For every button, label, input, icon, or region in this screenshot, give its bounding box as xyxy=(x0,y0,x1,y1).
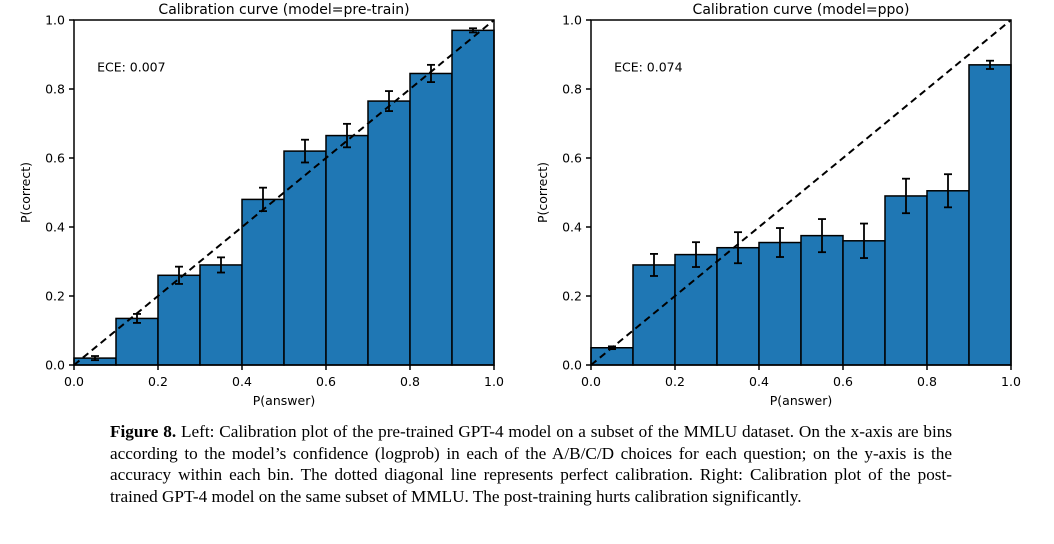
perfect-calibration-line xyxy=(590,19,1012,366)
histogram-bar xyxy=(283,150,327,366)
calibration-chart-ppo: 0.0 0.2 0.4 0.6 0.8 1.0 0.0 0.2 0.4 0.6 0.8 1.0 Cali… xyxy=(535,2,1021,408)
histogram-bar xyxy=(674,253,718,366)
x-tick-label: 0.2 xyxy=(148,374,168,389)
plot-spines xyxy=(590,19,1012,366)
x-tick-label: 1.0 xyxy=(1001,374,1021,389)
figure-caption-text: Left: Calibration plot of the pre-traine… xyxy=(110,422,953,506)
histogram-bar xyxy=(758,241,802,366)
y-tick-label: 0.4 xyxy=(562,220,582,235)
y-tick-label: 0.2 xyxy=(562,289,582,304)
histogram-bar xyxy=(451,29,495,366)
histogram-bar xyxy=(590,347,634,366)
y-tick-label: 0.6 xyxy=(562,151,582,166)
histogram-bar xyxy=(409,72,453,366)
histogram-bar xyxy=(325,134,369,366)
histogram-bar xyxy=(800,234,844,366)
figure-8: 0.0 0.2 0.4 0.6 0.8 1.0 0.0 0.2 0.4 0.6 0.8 1.0 Cali… xyxy=(18,2,1021,507)
histogram-bar xyxy=(842,240,886,366)
histogram-bar xyxy=(157,274,201,366)
ece-annotation: ECE: 0.074 xyxy=(614,60,683,75)
y-axis-label: P(correct) xyxy=(535,162,550,223)
calibration-chart-pretrain: 0.0 0.2 0.4 0.6 0.8 1.0 0.0 0.2 0.4 0.6 0.8 1.0 Cali… xyxy=(18,2,504,408)
y-tick-label: 0.8 xyxy=(562,82,582,97)
histogram-bar xyxy=(926,190,970,366)
y-tick-label: 0.0 xyxy=(562,358,582,373)
perfect-calibration-line xyxy=(73,19,495,366)
x-tick-label: 0.8 xyxy=(917,374,937,389)
y-tick-label: 1.0 xyxy=(562,13,582,28)
y-tick-label: 0.0 xyxy=(45,358,65,373)
x-tick-label: 0.4 xyxy=(749,374,769,389)
plot-spines xyxy=(73,19,495,366)
histogram-bar xyxy=(199,264,243,366)
chart-title: Calibration curve (model=ppo) xyxy=(693,2,910,18)
x-axis-label: P(answer) xyxy=(770,393,832,408)
x-tick-label: 0.6 xyxy=(833,374,853,389)
y-tick-label: 1.0 xyxy=(45,13,65,28)
histogram-bar xyxy=(632,264,676,366)
histogram-bar xyxy=(367,100,411,366)
chart-title: Calibration curve (model=pre-train) xyxy=(158,2,409,18)
ece-annotation: ECE: 0.007 xyxy=(97,60,166,75)
figure-caption: Figure 8. Left: Calibration plot of the … xyxy=(110,421,952,507)
y-tick-label: 0.6 xyxy=(45,151,65,166)
y-axis-label: P(correct) xyxy=(18,162,33,223)
x-tick-label: 0.0 xyxy=(64,374,84,389)
y-tick-label: 0.4 xyxy=(45,220,65,235)
histogram-bar xyxy=(716,246,760,366)
x-tick-label: 0.0 xyxy=(581,374,601,389)
histogram-bar xyxy=(968,64,1012,366)
y-tick-label: 0.2 xyxy=(45,289,65,304)
x-axis-label: P(answer) xyxy=(253,393,315,408)
x-tick-label: 0.8 xyxy=(400,374,420,389)
charts-row: 0.0 0.2 0.4 0.6 0.8 1.0 0.0 0.2 0.4 0.6 0.8 1.0 Cali… xyxy=(18,2,1021,408)
y-tick-label: 0.8 xyxy=(45,82,65,97)
x-tick-label: 0.4 xyxy=(232,374,252,389)
x-tick-label: 0.6 xyxy=(316,374,336,389)
figure-caption-label: Figure 8. xyxy=(110,422,177,441)
x-tick-label: 0.2 xyxy=(665,374,685,389)
x-tick-label: 1.0 xyxy=(484,374,504,389)
histogram-bar xyxy=(884,195,928,366)
histogram-bar xyxy=(241,198,285,366)
